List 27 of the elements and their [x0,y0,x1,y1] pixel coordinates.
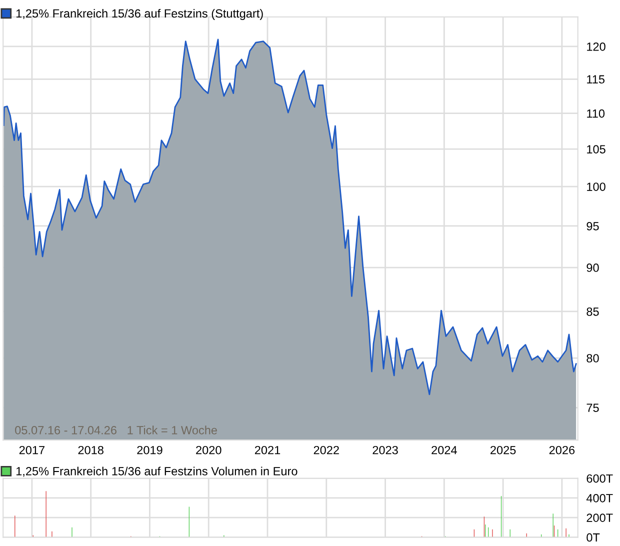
y-tick-label: 85 [586,307,599,316]
x-tick-label: 2017 [19,446,44,454]
x-tick-label: 2026 [549,446,575,454]
y-tick-label: 95 [586,222,599,230]
y-tick-label: 400T [586,494,613,502]
y-tick-label: 115 [587,75,605,84]
y-tick-label: 75 [586,404,599,412]
x-tick-label: 2019 [137,446,162,454]
x-tick-label: 2024 [432,446,457,454]
x-tick-label: 2023 [372,446,398,454]
x-tick-label: 2022 [314,446,339,454]
y-tick-label: 105 [587,145,606,154]
y-tick-label: 100 [587,182,606,191]
x-tick-label: 2018 [78,446,104,454]
y-tick-label: 600T [586,474,613,483]
y-tick-label: 120 [587,42,606,51]
y-tick-label: 200T [586,514,613,522]
legend-label: 1,25% Frankreich 15/36 auf Festzins (Stuttgart) [16,8,263,20]
y-tick-label: 90 [586,264,599,272]
x-tick-label: 2020 [196,446,222,454]
legend-label: 1,25% Frankreich 15/36 auf Festzins Volumen in Euro [16,466,298,477]
y-tick-label: 80 [586,354,599,362]
y-tick-label: 0T [586,533,600,542]
annotation: 05.07.16 - 17.04.26 1 Tick = 1 Woche [15,426,217,434]
x-tick-label: 2025 [490,446,516,454]
x-tick-label: 2021 [254,446,280,454]
y-tick-label: 110 [587,109,605,118]
